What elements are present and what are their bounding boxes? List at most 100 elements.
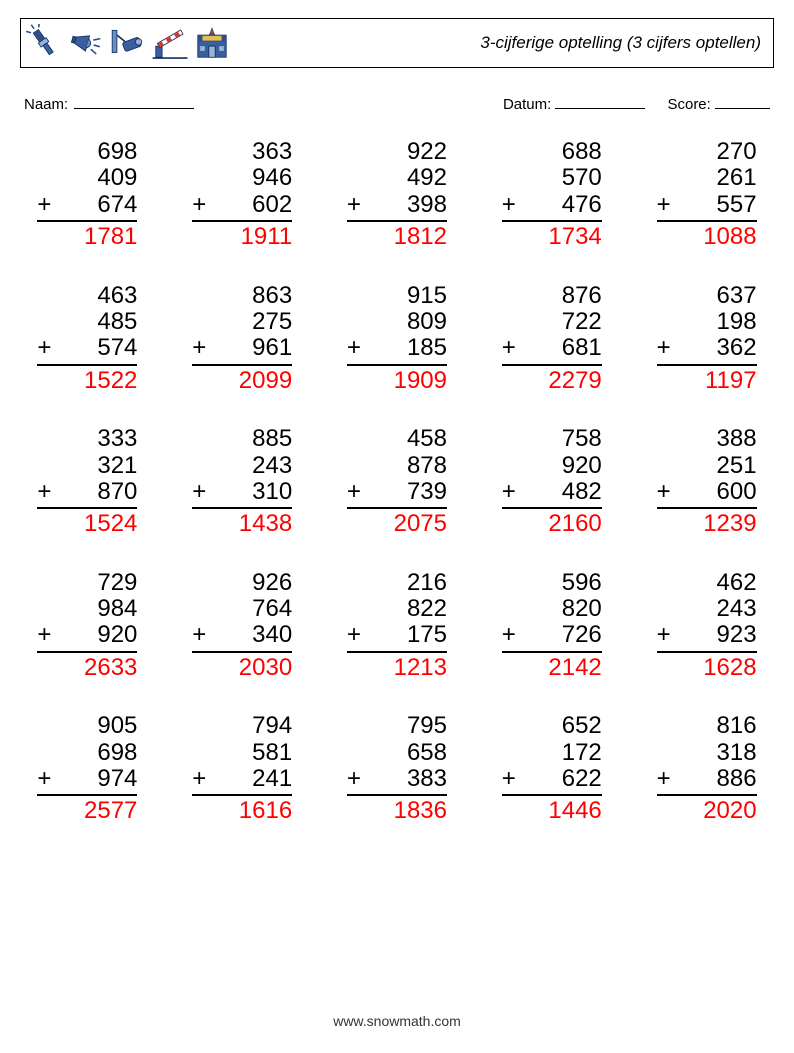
- operator: +: [347, 479, 365, 505]
- operator: +: [37, 479, 55, 505]
- rule-line: [37, 507, 137, 509]
- rule-line: [502, 794, 602, 796]
- addend-1: 794: [192, 713, 292, 739]
- answer: 1836: [347, 798, 447, 824]
- addition-problem: 795658+3831836: [347, 713, 447, 825]
- addend-2: 570: [502, 165, 602, 191]
- answer: 1781: [37, 224, 137, 250]
- operator: +: [347, 622, 365, 648]
- rule-line: [657, 651, 757, 653]
- addition-problem: 758920+4822160: [502, 426, 602, 538]
- addition-problem: 652172+6221446: [502, 713, 602, 825]
- addend-1: 458: [347, 426, 447, 452]
- operator: +: [657, 766, 675, 792]
- camera-icon: [109, 24, 147, 62]
- addition-problem: 463485+5741522: [37, 283, 137, 395]
- addition-problem: 729984+9202633: [37, 570, 137, 682]
- addend-2: 275: [192, 309, 292, 335]
- addend-3: 600: [675, 479, 757, 505]
- addend-3: 961: [210, 335, 292, 361]
- addend-1: 462: [657, 570, 757, 596]
- addend-2: 243: [657, 596, 757, 622]
- addend-3: 241: [210, 766, 292, 792]
- addend-2: 946: [192, 165, 292, 191]
- answer: 2633: [37, 655, 137, 681]
- rule-line: [347, 794, 447, 796]
- addition-problem: 922492+3981812: [347, 139, 447, 251]
- addend-2: 809: [347, 309, 447, 335]
- rule-line: [502, 651, 602, 653]
- addition-problem: 333321+8701524: [37, 426, 137, 538]
- addition-problem: 363946+6021911: [192, 139, 292, 251]
- rule-line: [657, 220, 757, 222]
- addend-3: 923: [675, 622, 757, 648]
- addend-1: 885: [192, 426, 292, 452]
- addend-1: 876: [502, 283, 602, 309]
- answer: 1239: [657, 511, 757, 537]
- addend-2: 698: [37, 740, 137, 766]
- addend-3: 886: [675, 766, 757, 792]
- operator: +: [502, 479, 520, 505]
- answer: 2099: [192, 368, 292, 394]
- operator: +: [502, 622, 520, 648]
- addend-1: 688: [502, 139, 602, 165]
- rule-line: [502, 364, 602, 366]
- answer: 1616: [192, 798, 292, 824]
- name-blank[interactable]: [74, 94, 194, 109]
- operator: +: [192, 335, 210, 361]
- worksheet-title: 3-cijferige optelling (3 cijfers optelle…: [480, 33, 761, 53]
- addend-3: 674: [55, 192, 137, 218]
- addend-2: 485: [37, 309, 137, 335]
- addend-3: 739: [365, 479, 447, 505]
- answer: 1446: [502, 798, 602, 824]
- addend-2: 984: [37, 596, 137, 622]
- rule-line: [502, 507, 602, 509]
- addend-2: 251: [657, 453, 757, 479]
- addition-problem: 688570+4761734: [502, 139, 602, 251]
- addend-1: 216: [347, 570, 447, 596]
- addend-1: 926: [192, 570, 292, 596]
- addend-3: 383: [365, 766, 447, 792]
- operator: +: [192, 192, 210, 218]
- operator: +: [37, 766, 55, 792]
- answer: 1522: [37, 368, 137, 394]
- addend-1: 652: [502, 713, 602, 739]
- operator: +: [37, 622, 55, 648]
- rule-line: [502, 220, 602, 222]
- addend-1: 729: [37, 570, 137, 596]
- addend-3: 602: [210, 192, 292, 218]
- score-blank[interactable]: [715, 94, 770, 109]
- answer: 1734: [502, 224, 602, 250]
- rule-line: [192, 507, 292, 509]
- addition-problem: 863275+9612099: [192, 283, 292, 395]
- footer-text: www.snowmath.com: [0, 1013, 794, 1029]
- addend-2: 822: [347, 596, 447, 622]
- answer: 1524: [37, 511, 137, 537]
- date-blank[interactable]: [555, 94, 645, 109]
- info-fields: Naam: Datum: Score:: [24, 94, 770, 113]
- addend-3: 726: [520, 622, 602, 648]
- operator: +: [657, 479, 675, 505]
- answer: 1213: [347, 655, 447, 681]
- header-icons: [25, 24, 231, 62]
- addend-2: 198: [657, 309, 757, 335]
- answer: 1088: [657, 224, 757, 250]
- addition-problem: 915809+1851909: [347, 283, 447, 395]
- flashlight-icon: [25, 24, 63, 62]
- operator: +: [192, 479, 210, 505]
- answer: 1812: [347, 224, 447, 250]
- addend-2: 492: [347, 165, 447, 191]
- addend-3: 681: [520, 335, 602, 361]
- date-label: Datum:: [503, 96, 551, 113]
- addition-problem: 876722+6812279: [502, 283, 602, 395]
- score-label: Score:: [667, 96, 710, 113]
- addition-problem: 816318+8862020: [657, 713, 757, 825]
- rule-line: [37, 220, 137, 222]
- addend-3: 482: [520, 479, 602, 505]
- addend-1: 596: [502, 570, 602, 596]
- addend-2: 581: [192, 740, 292, 766]
- addend-1: 698: [37, 139, 137, 165]
- answer: 2577: [37, 798, 137, 824]
- operator: +: [657, 335, 675, 361]
- addend-1: 922: [347, 139, 447, 165]
